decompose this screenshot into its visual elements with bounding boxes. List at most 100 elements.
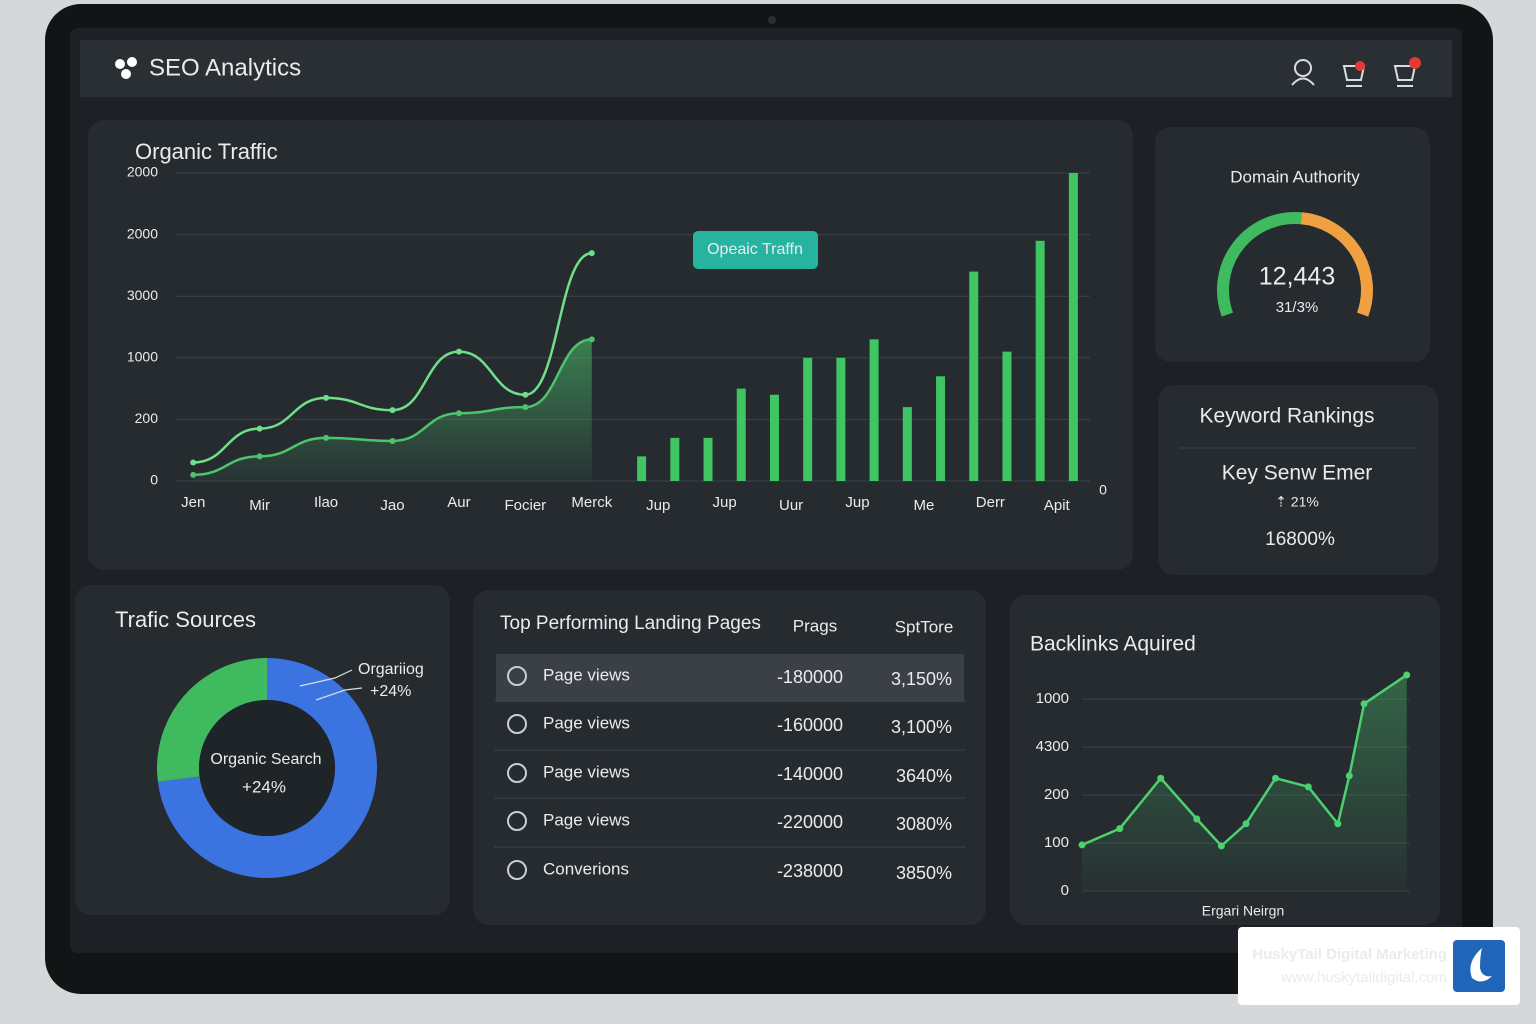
y-tick-label: 2000 <box>127 164 158 180</box>
logo <box>115 57 137 79</box>
area <box>193 339 592 481</box>
y-tick-label: 200 <box>135 410 159 426</box>
gauge-subtitle: 31/3% <box>1276 299 1319 316</box>
point <box>323 434 330 441</box>
callout-line <box>299 669 353 687</box>
y-tick-label: 2000 <box>127 225 158 241</box>
point <box>455 348 462 355</box>
column-header: SptTore <box>895 617 954 636</box>
bar <box>803 357 813 481</box>
bar <box>869 339 879 481</box>
donut-hole <box>199 700 335 836</box>
y-tick-label: 3000 <box>127 287 158 303</box>
x-tick-label: Focier <box>505 497 547 514</box>
chart-title: Backlinks Aquired <box>1030 633 1196 656</box>
y-tick-label: 4300 <box>1036 738 1069 755</box>
y-tick-label: 100 <box>1044 834 1069 851</box>
page-views: -238000 <box>777 861 843 881</box>
bar <box>703 437 713 481</box>
x-tick-label: Apit <box>1044 497 1071 514</box>
page-name: Page views <box>543 762 630 781</box>
keyword-change: ⇡ 21% <box>1275 494 1319 510</box>
page-name: Converions <box>543 859 629 878</box>
row-icon <box>507 763 527 783</box>
page-score: 3,100% <box>891 717 952 737</box>
keyword: Key Senw Emer <box>1222 462 1373 485</box>
bar <box>1002 351 1012 481</box>
page-name: Page views <box>543 665 630 684</box>
y-tick-label: 1000 <box>1036 690 1069 707</box>
page-name: Page views <box>543 713 630 732</box>
bar <box>670 437 680 481</box>
x-tick-label: Jup <box>646 497 670 514</box>
page-score: 3080% <box>896 814 952 834</box>
center-label: Organic Search <box>210 751 321 768</box>
page-score: 3,150% <box>891 669 952 689</box>
point <box>323 394 330 401</box>
row-icon <box>507 714 527 734</box>
page-score: 3850% <box>896 863 952 883</box>
x-tick-label: Jup <box>713 494 737 511</box>
page-score: 3640% <box>896 766 952 786</box>
donut-slice <box>157 658 377 879</box>
point <box>190 459 197 466</box>
gauge-track <box>1300 212 1373 317</box>
y2-tick-label: 0 <box>1099 482 1107 498</box>
column-header: Prags <box>793 616 837 635</box>
gauge-value: 12,443 <box>1259 263 1335 291</box>
keyword-panel <box>1158 385 1438 575</box>
line <box>1081 673 1408 848</box>
chart-title: Domain Authority <box>1230 167 1360 186</box>
bar <box>1035 240 1045 481</box>
point <box>256 425 263 432</box>
point <box>389 407 396 414</box>
x-tick-label: Me <box>914 497 935 514</box>
area <box>1082 675 1407 891</box>
annotation: Opeaic Traffn <box>707 241 803 258</box>
point <box>389 437 396 444</box>
bar <box>1068 173 1078 481</box>
brand-badge <box>1238 927 1520 1005</box>
point <box>522 404 529 411</box>
y-tick-label: 0 <box>1061 882 1069 899</box>
brand-name: HuskyTail Digital Marketing <box>1252 946 1447 963</box>
point <box>1345 772 1353 780</box>
row-icon <box>507 666 527 686</box>
badge-dot <box>1355 61 1365 71</box>
point <box>1217 842 1225 850</box>
header-bar <box>80 40 1452 97</box>
user-icon-body <box>1291 77 1315 86</box>
x-tick-label: Ilao <box>314 494 338 511</box>
point <box>1157 774 1165 782</box>
page-views: -180000 <box>777 667 843 687</box>
app-title: SEO Analytics <box>149 54 301 81</box>
page-views: -140000 <box>777 764 843 784</box>
brand-url: www.huskytaildigital.com <box>1280 969 1447 986</box>
y-tick-label: 200 <box>1044 786 1069 803</box>
row-highlight <box>496 654 964 702</box>
keyword-value: 16800% <box>1265 529 1335 550</box>
point <box>455 410 462 417</box>
point <box>1272 774 1280 782</box>
x-tick-label: Uur <box>779 497 803 514</box>
bell-icon[interactable] <box>1393 65 1417 87</box>
point <box>588 336 595 343</box>
page-views: -220000 <box>777 812 843 832</box>
point <box>256 453 263 460</box>
keyword-title: Keyword Rankings <box>1199 405 1374 428</box>
page-name: Page views <box>543 810 630 829</box>
point <box>1334 820 1342 828</box>
header-icons <box>1291 59 1417 87</box>
gauge-arc <box>1217 212 1302 317</box>
row-icon <box>507 860 527 880</box>
brand-logo-drop <box>1470 948 1492 982</box>
page-views: -160000 <box>777 715 843 735</box>
x-tick-label: Derr <box>976 494 1005 511</box>
x-tick-label: Jen <box>181 494 205 511</box>
x-axis-label: Ergari Neirgn <box>1202 903 1284 919</box>
chart-title: Organic Traffic <box>135 139 278 164</box>
callout-label: Orgariiog <box>358 661 424 678</box>
user-icon[interactable] <box>1294 59 1312 77</box>
